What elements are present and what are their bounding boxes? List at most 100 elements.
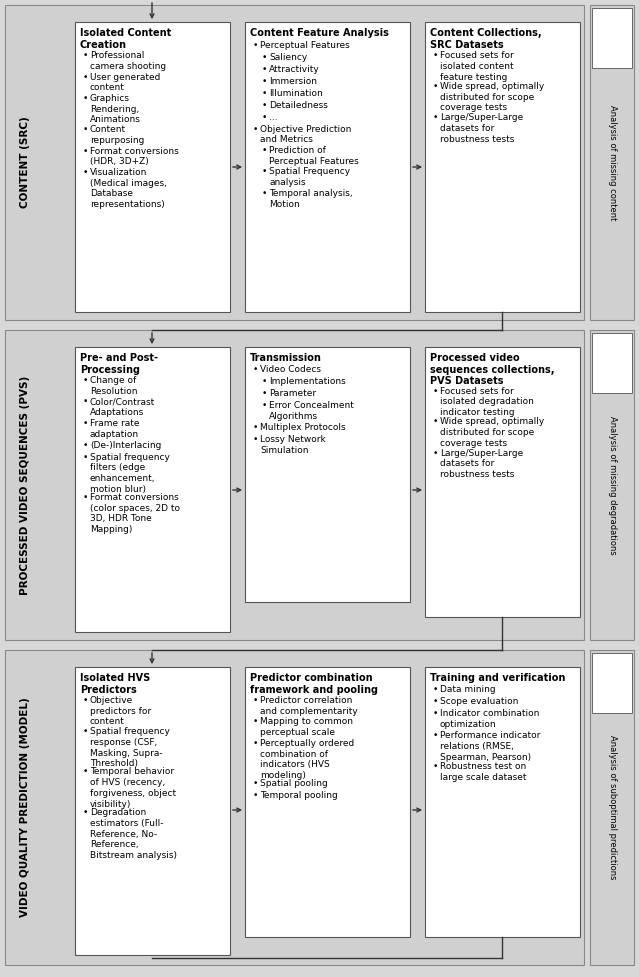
Text: •: • xyxy=(262,76,267,86)
Text: •: • xyxy=(83,125,88,134)
Bar xyxy=(590,330,634,640)
Text: •: • xyxy=(83,696,88,705)
Text: Attractivity: Attractivity xyxy=(269,64,320,73)
Text: Focused sets for
isolated content
feature testing: Focused sets for isolated content featur… xyxy=(440,51,514,81)
Text: •: • xyxy=(83,147,88,155)
Bar xyxy=(75,667,230,955)
Text: Robustness test on
large scale dataset: Robustness test on large scale dataset xyxy=(440,762,527,782)
Text: Focused sets for
isolated degradation
indicator testing: Focused sets for isolated degradation in… xyxy=(440,387,534,417)
Text: •: • xyxy=(253,717,258,727)
Text: •: • xyxy=(83,808,88,817)
Bar xyxy=(5,5,584,320)
Text: •: • xyxy=(262,112,267,121)
Text: •: • xyxy=(253,124,258,134)
Text: Data mining: Data mining xyxy=(440,686,496,695)
Text: Predictor combination
framework and pooling: Predictor combination framework and pool… xyxy=(250,673,378,695)
Text: •: • xyxy=(433,686,438,695)
Text: •: • xyxy=(253,365,258,374)
Text: Large/Super-Large
datasets for
robustness tests: Large/Super-Large datasets for robustnes… xyxy=(440,113,523,144)
Text: •: • xyxy=(253,40,258,50)
Text: Training and verification: Training and verification xyxy=(430,673,566,683)
Text: CONTENT (SRC): CONTENT (SRC) xyxy=(20,116,30,208)
Text: •: • xyxy=(262,53,267,62)
Text: Change of
Resolution: Change of Resolution xyxy=(90,376,137,396)
Bar xyxy=(245,347,410,602)
Text: •: • xyxy=(433,387,438,396)
Text: Error Concealment
Algorithms: Error Concealment Algorithms xyxy=(269,402,354,421)
Text: •: • xyxy=(433,762,438,771)
Text: Pre- and Post-
Processing: Pre- and Post- Processing xyxy=(80,353,158,374)
Text: Content Collections,
SRC Datasets: Content Collections, SRC Datasets xyxy=(430,28,542,50)
Text: Content Feature Analysis: Content Feature Analysis xyxy=(250,28,389,38)
Text: Immersion: Immersion xyxy=(269,76,317,86)
Text: Analysis of suboptimal predictions: Analysis of suboptimal predictions xyxy=(608,736,617,879)
Text: Video Codecs: Video Codecs xyxy=(260,365,321,374)
Text: •: • xyxy=(433,448,438,457)
Text: Illumination: Illumination xyxy=(269,89,323,98)
Text: Objective
predictors for
content: Objective predictors for content xyxy=(90,696,151,727)
Text: •: • xyxy=(83,376,88,385)
Text: Saliency: Saliency xyxy=(269,53,307,62)
Text: Wide spread, optimally
distributed for scope
coverage tests: Wide spread, optimally distributed for s… xyxy=(440,417,544,448)
Text: Spatial frequency
response (CSF,
Masking, Supra-
Threshold): Spatial frequency response (CSF, Masking… xyxy=(90,727,170,768)
Text: Analysis of missing degradations: Analysis of missing degradations xyxy=(608,415,617,554)
Text: •: • xyxy=(433,731,438,740)
Text: •: • xyxy=(262,101,267,109)
Bar xyxy=(592,333,632,393)
Text: Indicator combination
optimization: Indicator combination optimization xyxy=(440,709,539,729)
Text: Professional
camera shooting: Professional camera shooting xyxy=(90,51,166,70)
Text: Parameter: Parameter xyxy=(269,390,316,399)
Text: •: • xyxy=(433,113,438,122)
Text: •: • xyxy=(262,377,267,387)
Text: •: • xyxy=(262,189,267,198)
Text: •: • xyxy=(83,398,88,406)
Text: Processed video
sequences collections,
PVS Datasets: Processed video sequences collections, P… xyxy=(430,353,555,386)
Text: Perceptual Features: Perceptual Features xyxy=(260,40,350,50)
Text: •: • xyxy=(262,167,267,177)
Text: Frame rate
adaptation: Frame rate adaptation xyxy=(90,419,139,439)
Text: Multiplex Protocols: Multiplex Protocols xyxy=(260,423,346,432)
Text: •: • xyxy=(253,696,258,705)
Bar xyxy=(590,5,634,320)
Bar xyxy=(425,22,580,312)
Text: Large/Super-Large
datasets for
robustness tests: Large/Super-Large datasets for robustnes… xyxy=(440,448,523,479)
Text: •: • xyxy=(83,419,88,428)
Text: Temporal analysis,
Motion: Temporal analysis, Motion xyxy=(269,189,353,209)
Text: Transmission: Transmission xyxy=(250,353,322,363)
Text: ...: ... xyxy=(269,112,277,121)
Text: •: • xyxy=(253,423,258,432)
Bar xyxy=(425,667,580,937)
Text: •: • xyxy=(83,441,88,449)
Text: •: • xyxy=(83,768,88,777)
Text: Format conversions
(color spaces, 2D to
3D, HDR Tone
Mapping): Format conversions (color spaces, 2D to … xyxy=(90,493,180,534)
Text: •: • xyxy=(83,94,88,103)
Bar xyxy=(590,650,634,965)
Bar xyxy=(75,22,230,312)
Text: •: • xyxy=(262,390,267,399)
Text: Perceptually ordered
combination of
indicators (HVS
modeling): Perceptually ordered combination of indi… xyxy=(260,739,354,781)
Text: Format conversions
(HDR, 3D+Z): Format conversions (HDR, 3D+Z) xyxy=(90,147,179,166)
Bar xyxy=(75,347,230,632)
Bar xyxy=(5,330,584,640)
Text: •: • xyxy=(83,493,88,502)
Text: Lossy Network
Simulation: Lossy Network Simulation xyxy=(260,435,326,454)
Text: •: • xyxy=(253,739,258,748)
Text: •: • xyxy=(253,791,258,800)
Text: Spatial frequency
filters (edge
enhancement,
motion blur): Spatial frequency filters (edge enhancem… xyxy=(90,452,170,493)
Text: Degradation
estimators (Full-
Reference, No-
Reference,
Bitstream analysis): Degradation estimators (Full- Reference,… xyxy=(90,808,177,860)
Text: •: • xyxy=(262,64,267,73)
Text: Performance indicator
relations (RMSE,
Spearman, Pearson): Performance indicator relations (RMSE, S… xyxy=(440,731,541,761)
Text: •: • xyxy=(262,89,267,98)
Text: Color/Contrast
Adaptations: Color/Contrast Adaptations xyxy=(90,398,155,417)
Text: User generated
content: User generated content xyxy=(90,72,160,92)
Bar xyxy=(245,667,410,937)
Text: Isolated Content
Creation: Isolated Content Creation xyxy=(80,28,171,50)
Text: Content
repurposing: Content repurposing xyxy=(90,125,144,145)
Text: •: • xyxy=(83,452,88,461)
Text: •: • xyxy=(253,435,258,444)
Text: VIDEO QUALITY PREDICTION (MODEL): VIDEO QUALITY PREDICTION (MODEL) xyxy=(20,698,30,917)
Text: Mapping to common
perceptual scale: Mapping to common perceptual scale xyxy=(260,717,353,738)
Text: Graphics
Rendering,
Animations: Graphics Rendering, Animations xyxy=(90,94,141,124)
Bar xyxy=(425,347,580,617)
Text: (De-)Interlacing: (De-)Interlacing xyxy=(90,441,162,449)
